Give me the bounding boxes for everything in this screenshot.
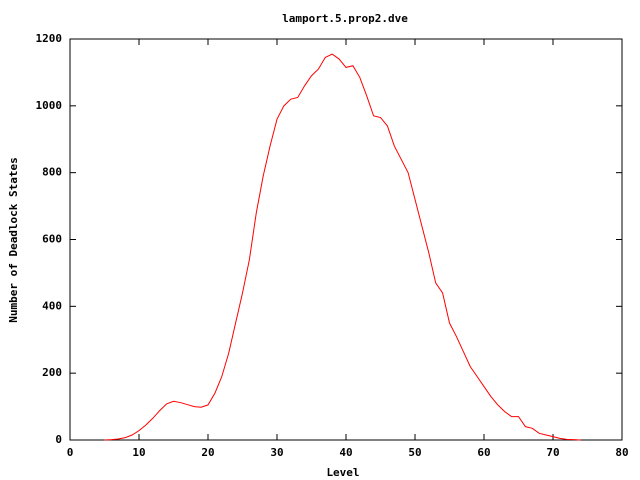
data-line: [104, 53, 581, 441]
y-tick-label: 800: [42, 166, 62, 179]
x-tick-label: 40: [339, 446, 352, 459]
x-tick-label: 60: [477, 446, 490, 459]
y-axis-label: Number of Deadlock States: [7, 157, 20, 323]
plot-frame: [69, 38, 623, 441]
x-tick-label: 10: [132, 446, 145, 459]
x-tick-label: 0: [67, 446, 74, 459]
chart-title: lamport.5.prop2.dve: [282, 12, 408, 25]
x-tick-label: 50: [408, 446, 421, 459]
y-tick-label: 600: [42, 233, 62, 246]
x-tick-label: 30: [270, 446, 283, 459]
x-tick-label: 80: [615, 446, 628, 459]
x-tick-label: 20: [201, 446, 214, 459]
x-tick-label: 70: [546, 446, 559, 459]
y-tick-label: 0: [55, 433, 62, 446]
y-tick-label: 1200: [36, 32, 63, 45]
x-axis-label: Level: [326, 466, 359, 479]
y-tick-label: 400: [42, 299, 62, 312]
y-tick-label: 200: [42, 366, 62, 379]
y-tick-label: 1000: [36, 99, 63, 112]
